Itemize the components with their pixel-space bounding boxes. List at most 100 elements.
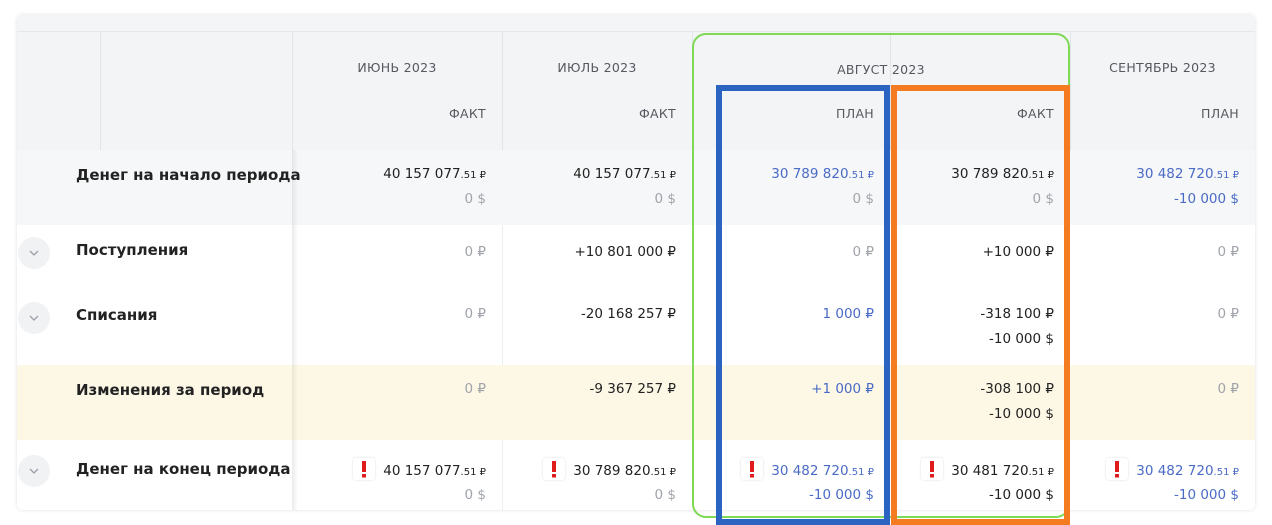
warning-icon: [543, 458, 573, 480]
amount: 0 ₽: [1070, 377, 1239, 402]
amount: 0 ₽: [292, 377, 486, 402]
header-bg: [17, 32, 1255, 150]
amount: -318 100 ₽: [890, 302, 1054, 327]
amount-main: 30 789 820: [771, 166, 849, 182]
warning-icon: [741, 458, 771, 480]
amount-cents: .51 ₽: [650, 170, 676, 181]
row-bg: [17, 365, 1255, 440]
amount-main: -10 000 $: [989, 406, 1054, 422]
column-kind: ФАКТ: [448, 106, 486, 121]
cell: 0 ₽: [1070, 302, 1239, 327]
amount: 0 $: [502, 187, 676, 212]
amount: 0 $: [502, 483, 676, 508]
month-label: АВГУСТ 2023: [837, 62, 925, 77]
cell: 40 157 077.51 ₽ 0 $: [502, 162, 676, 212]
row-label: Поступления: [76, 241, 189, 259]
amount: 30 482 720.51 ₽: [1070, 162, 1239, 187]
column-kind: ПЛАН: [1201, 106, 1239, 121]
fact-highlight: [891, 85, 1070, 525]
amount-main: -10 000 $: [989, 487, 1054, 503]
row-bg: [17, 225, 1255, 290]
cell: -9 367 257 ₽: [502, 377, 676, 402]
cell: 30 789 820.51 ₽ 0 $: [692, 162, 874, 212]
cell: +10 801 000 ₽: [502, 240, 677, 265]
amount: 30 789 820.51 ₽: [502, 458, 676, 483]
month-label: СЕНТЯБРЬ 2023: [1109, 60, 1216, 75]
table: ИЮНЬ 2023 ИЮЛЬ 2023 АВГУСТ 2023 СЕНТЯБРЬ 20…: [17, 15, 1255, 510]
amount: 30 482 720.51 ₽: [692, 458, 874, 483]
cell: 30 482 720.51 ₽ -10 000 $: [1070, 162, 1239, 212]
amount-main: 0 $: [464, 487, 486, 503]
amount-main: -10 000 $: [1174, 191, 1239, 207]
amount-main: 30 789 820: [951, 166, 1029, 182]
sticky-shadow: [292, 150, 298, 225]
amount-main: 0 $: [654, 191, 676, 207]
warning-icon: [921, 458, 951, 480]
column-kind: ФАКТ: [1016, 106, 1054, 121]
amount-main: 0 ₽: [1217, 381, 1239, 397]
cell: 30 789 820.51 ₽ 0 $: [890, 162, 1054, 212]
expand-button[interactable]: [18, 237, 50, 269]
amount-cents: .51 ₽: [650, 467, 676, 478]
warning-icon: [353, 458, 383, 480]
row-label: Изменения за период: [76, 381, 265, 399]
divider: [502, 32, 503, 150]
cell: 1 000 ₽: [692, 302, 874, 327]
amount-main: 0 $: [654, 487, 676, 503]
amount-cents: .51 ₽: [1028, 467, 1054, 478]
amount-cents: .51 ₽: [1028, 170, 1054, 181]
amount: 30 482 720.51 ₽: [1070, 458, 1239, 483]
amount-main: 0 ₽: [1217, 244, 1239, 260]
amount-main: -20 168 257 ₽: [580, 306, 676, 322]
plan-highlight: [716, 85, 890, 525]
cell: -318 100 ₽ -10 000 $: [890, 302, 1054, 352]
amount-main: 0 ₽: [464, 381, 486, 397]
amount-main: 40 157 077: [573, 166, 651, 182]
expand-button[interactable]: [18, 455, 50, 487]
cell: 0 ₽: [692, 240, 874, 265]
amount-cents: .51 ₽: [848, 170, 874, 181]
amount-main: 30 482 720: [771, 463, 849, 479]
row-bg: [17, 290, 1255, 365]
column-kind: ФАКТ: [638, 106, 676, 121]
cell: +10 000 ₽: [890, 240, 1054, 265]
column-kind: ПЛАН: [836, 106, 874, 121]
month-label: ИЮЛЬ 2023: [557, 60, 637, 75]
amount: 0 $: [292, 483, 486, 508]
amount: 30 789 820.51 ₽: [890, 162, 1054, 187]
amount: -10 000 $: [890, 483, 1054, 508]
amount-cents: .51 ₽: [1213, 467, 1239, 478]
amount-main: +10 000 ₽: [982, 244, 1054, 260]
amount: +10 000 ₽: [890, 240, 1054, 265]
amount-main: 40 157 077: [383, 463, 461, 479]
amount: -9 367 257 ₽: [502, 377, 676, 402]
amount: 0 $: [890, 187, 1054, 212]
amount-main: -318 100 ₽: [980, 306, 1054, 322]
divider: [1070, 32, 1071, 150]
amount: -10 000 $: [890, 402, 1054, 427]
amount-main: -10 000 $: [1174, 487, 1239, 503]
amount: 40 157 077.51 ₽: [502, 162, 676, 187]
row-label: Списания: [76, 306, 158, 324]
amount-main: -10 000 $: [989, 331, 1054, 347]
warning-icon: [1106, 458, 1136, 480]
amount: 0 ₽: [292, 302, 486, 327]
cell: 0 ₽: [292, 240, 486, 265]
amount-main: -308 100 ₽: [980, 381, 1054, 397]
amount: 1 000 ₽: [692, 302, 874, 327]
cell: 30 481 720.51 ₽ -10 000 $: [890, 458, 1054, 508]
expand-button[interactable]: [18, 302, 50, 334]
sticky-shadow: [292, 440, 298, 510]
amount-cents: .51 ₽: [1213, 170, 1239, 181]
amount: 0 $: [692, 187, 874, 212]
cell: 0 ₽: [292, 377, 486, 402]
amount-cents: .51 ₽: [460, 170, 486, 181]
amount-main: 0 $: [464, 191, 486, 207]
cell: 30 482 720.51 ₽ -10 000 $: [1070, 458, 1239, 508]
sticky-shadow: [292, 225, 298, 290]
cell: 40 157 077.51 ₽ 0 $: [292, 162, 486, 212]
amount-cents: .51 ₽: [848, 467, 874, 478]
cell: 30 789 820.51 ₽ 0 $: [502, 458, 676, 508]
amount-main: +10 801 000 ₽: [574, 244, 677, 260]
